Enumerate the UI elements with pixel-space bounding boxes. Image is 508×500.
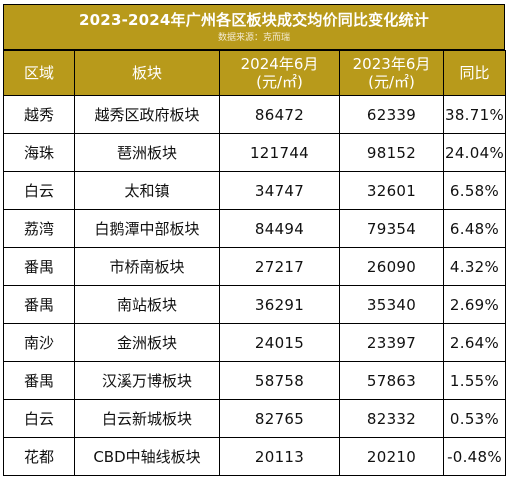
cell-board: 金洲板块 [74,323,220,362]
cell-district: 南沙 [3,323,75,362]
page-title: 2023-2024年广州各区板块成交均价同比变化统计 [79,11,429,29]
column-header-district: 区域 [3,50,75,96]
cell-board: 琶洲板块 [74,133,220,172]
cell-board: CBD中轴线板块 [74,437,220,476]
cell-price-2024: 24015 [219,323,340,362]
cell-board: 太和镇 [74,171,220,210]
cell-price-2024: 86472 [219,95,340,134]
cell-board: 越秀区政府板块 [74,95,220,134]
cell-price-2024: 58758 [219,361,340,400]
column-header-price-2024-line1: 2024年6月 [240,55,319,73]
cell-yoy: 0.53% [443,399,506,438]
cell-price-2023: 32601 [339,171,444,210]
cell-district: 海珠 [3,133,75,172]
cell-price-2024: 34747 [219,171,340,210]
column-header-price-2023-unit: (元/㎡) [368,73,415,91]
cell-price-2023: 98152 [339,133,444,172]
column-header-board: 板块 [74,50,220,96]
cell-price-2024: 36291 [219,285,340,324]
column-header-price-2023-line1: 2023年6月 [352,55,431,73]
cell-district: 番禺 [3,361,75,400]
cell-district: 番禺 [3,285,75,324]
table-row: 花都 CBD中轴线板块 20113 20210 -0.48% [3,437,506,476]
cell-yoy: 1.55% [443,361,506,400]
cell-price-2023: 20210 [339,437,444,476]
column-header-price-2024-unit: (元/㎡) [256,73,303,91]
column-header-yoy: 同比 [443,50,506,96]
cell-price-2023: 57863 [339,361,444,400]
table-row: 白云 太和镇 34747 32601 6.58% [3,171,506,210]
cell-price-2023: 23397 [339,323,444,362]
column-header-price-2023: 2023年6月 (元/㎡) [339,50,444,96]
table-row: 越秀 越秀区政府板块 86472 62339 38.71% [3,95,506,134]
cell-yoy: 6.58% [443,171,506,210]
cell-price-2023: 82332 [339,399,444,438]
table-row: 海珠 琶洲板块 121744 98152 24.04% [3,133,506,172]
cell-district: 白云 [3,399,75,438]
cell-price-2024: 121744 [219,133,340,172]
cell-yoy: -0.48% [443,437,506,476]
cell-board: 市桥南板块 [74,247,220,286]
cell-price-2024: 82765 [219,399,340,438]
price-comparison-table: 区域 板块 2024年6月 (元/㎡) 2023年6月 (元/㎡) 同比 越秀越… [3,50,506,476]
cell-yoy: 6.48% [443,209,506,248]
data-source-note: 数据来源：克而瑞 [217,33,290,43]
table-row: 荔湾 白鹅潭中部板块 84494 79354 6.48% [3,209,506,248]
cell-yoy: 2.64% [443,323,506,362]
cell-yoy: 24.04% [443,133,506,172]
cell-yoy: 38.71% [443,95,506,134]
table-header-row: 区域 板块 2024年6月 (元/㎡) 2023年6月 (元/㎡) 同比 [3,50,506,96]
cell-price-2023: 26090 [339,247,444,286]
cell-price-2023: 79354 [339,209,444,248]
cell-district: 花都 [3,437,75,476]
cell-price-2024: 20113 [219,437,340,476]
cell-board: 白鹅潭中部板块 [74,209,220,248]
cell-price-2023: 62339 [339,95,444,134]
cell-board: 白云新城板块 [74,399,220,438]
table-row: 南沙 金洲板块 24015 23397 2.64% [3,323,506,362]
table-row: 番禺 汉溪万博板块 58758 57863 1.55% [3,361,506,400]
table-header-banner: 2023-2024年广州各区板块成交均价同比变化统计 数据来源：克而瑞 [3,4,505,50]
table-body: 越秀 越秀区政府板块 86472 62339 38.71% 海珠 琶洲板块 121744 981… [3,95,506,476]
column-header-price-2024: 2024年6月 (元/㎡) [219,50,340,96]
cell-district: 番禺 [3,247,75,286]
cell-district: 白云 [3,171,75,210]
cell-price-2024: 84494 [219,209,340,248]
cell-board: 南站板块 [74,285,220,324]
table-row: 番禺 南站板块 36291 35340 2.69% [3,285,506,324]
cell-yoy: 4.32% [443,247,506,286]
table-row: 白云 白云新城板块 82765 82332 0.53% [3,399,506,438]
cell-price-2024: 27217 [219,247,340,286]
cell-board: 汉溪万博板块 [74,361,220,400]
cell-yoy: 2.69% [443,285,506,324]
cell-price-2023: 35340 [339,285,444,324]
cell-district: 越秀 [3,95,75,134]
table-row: 番禺 市桥南板块 27217 26090 4.32% [3,247,506,286]
cell-district: 荔湾 [3,209,75,248]
